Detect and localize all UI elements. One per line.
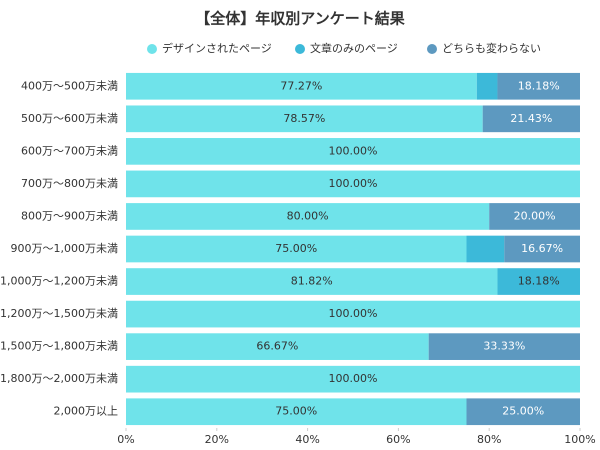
bar-segment: [476, 72, 498, 100]
bar-segment: [489, 203, 580, 230]
bar-segment: [126, 138, 580, 165]
y-tick-label: 700万〜800万未満: [21, 177, 118, 190]
y-tick-label: 1,000万〜1,200万未満: [0, 275, 118, 288]
legend-label: デザインされたページ: [162, 41, 272, 55]
data-label: 33.33%: [483, 340, 525, 353]
y-tick-label: 400万〜500万未満: [21, 79, 118, 92]
data-label: 16.67%: [521, 242, 563, 255]
x-tick-label: 40%: [295, 433, 319, 446]
bar-segment: [126, 203, 490, 230]
chart-title: 【全体】年収別アンケート結果: [195, 10, 405, 28]
data-label: 80.00%: [287, 209, 329, 222]
x-tick-label: 0%: [117, 433, 134, 446]
data-label: 25.00%: [502, 405, 544, 418]
bar-segment: [126, 268, 498, 295]
legend-swatch: [295, 44, 305, 54]
bar-segment: [126, 398, 467, 426]
bar-segment: [482, 105, 580, 133]
y-tick-label: 600万〜700万未満: [21, 144, 118, 157]
data-label: 77.27%: [280, 79, 322, 92]
data-label: 81.82%: [291, 275, 333, 288]
bar-segment: [126, 170, 580, 198]
data-label: 20.00%: [514, 209, 556, 222]
data-label: 66.67%: [256, 340, 298, 353]
data-label: 100.00%: [329, 144, 378, 157]
x-tick-label: 80%: [477, 433, 501, 446]
data-label: 18.18%: [518, 275, 560, 288]
data-label: 18.18%: [518, 79, 560, 92]
bar-segment: [126, 365, 580, 393]
data-label: 75.00%: [275, 242, 317, 255]
data-label: 100.00%: [329, 177, 378, 190]
bar-segment: [504, 235, 580, 263]
x-tick-label: 20%: [205, 433, 229, 446]
legend-swatch: [427, 44, 437, 54]
legend-label: どちらも変わらない: [442, 41, 541, 55]
data-label: 78.57%: [283, 112, 325, 125]
x-tick-label: 100%: [564, 433, 595, 446]
bar-segment: [466, 398, 580, 426]
bar-segment: [126, 72, 477, 100]
bar-segment: [466, 235, 505, 263]
data-label: 100.00%: [329, 372, 378, 385]
y-tick-label: 2,000万以上: [54, 405, 119, 418]
bar-segment: [497, 72, 580, 100]
bar-segment: [126, 105, 483, 133]
y-tick-label: 1,500万〜1,800万未満: [0, 340, 118, 353]
x-tick-label: 60%: [386, 433, 410, 446]
y-tick-label: 800万〜900万未満: [21, 209, 118, 222]
legend-swatch: [147, 44, 157, 54]
legend-label: 文章のみのページ: [310, 41, 398, 55]
bar-segment: [497, 268, 580, 295]
bar-segment: [428, 333, 580, 360]
y-tick-label: 900万〜1,000万未満: [11, 242, 119, 255]
y-tick-label: 1,200万〜1,500万未満: [0, 307, 118, 320]
y-tick-label: 1,800万〜2,000万未満: [0, 372, 118, 385]
bar-segment: [126, 300, 580, 328]
data-label: 75.00%: [275, 405, 317, 418]
data-label: 21.43%: [510, 112, 552, 125]
bar-segment: [126, 333, 429, 360]
bar-segment: [126, 235, 467, 263]
y-tick-label: 500万〜600万未満: [21, 112, 118, 125]
data-label: 100.00%: [329, 307, 378, 320]
